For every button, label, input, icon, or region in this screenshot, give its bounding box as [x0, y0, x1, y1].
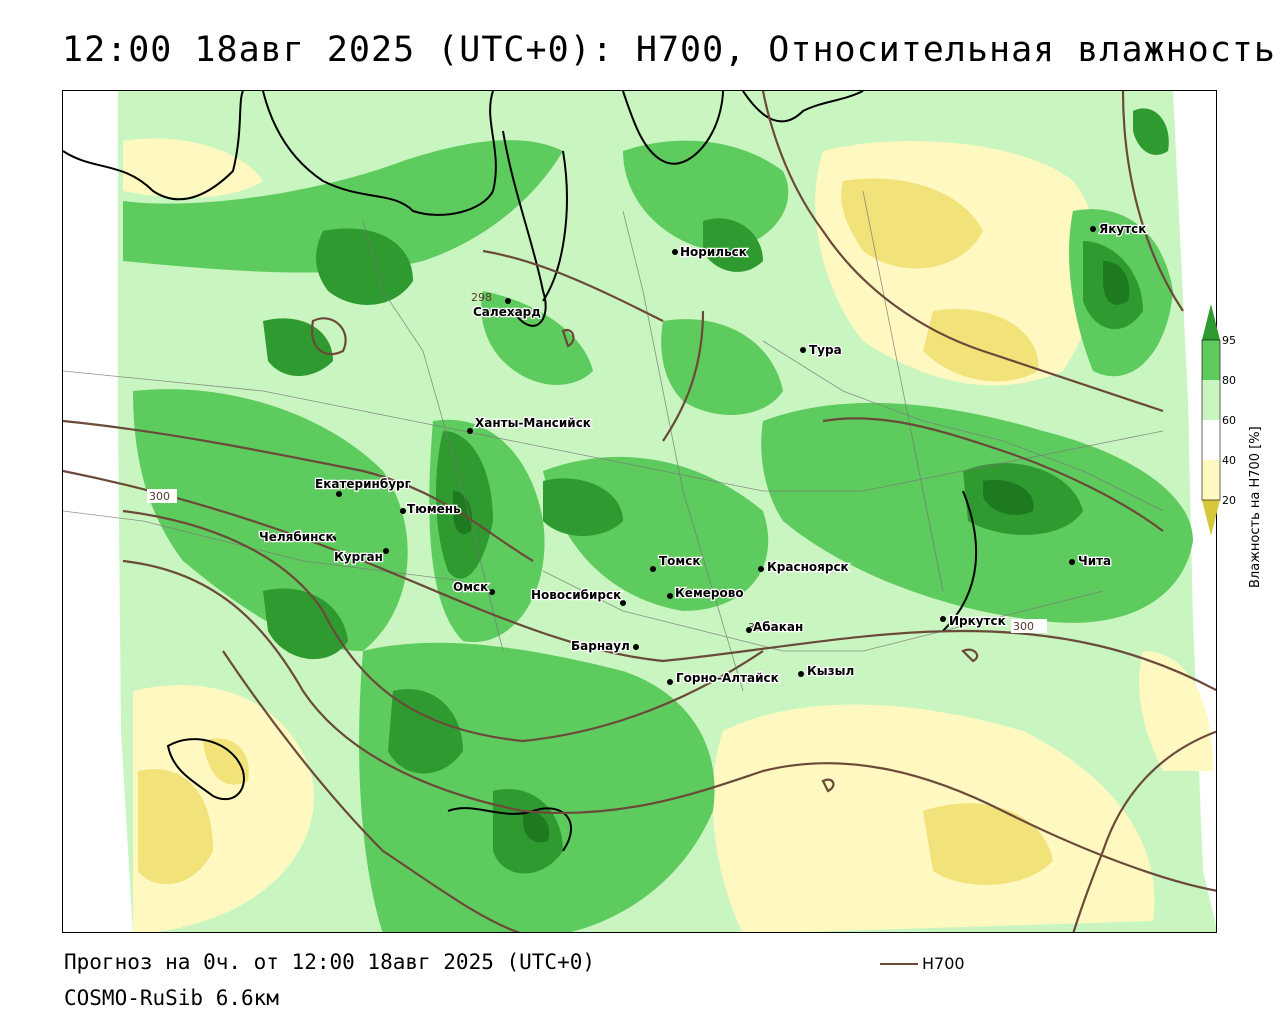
- contour-label: 300: [149, 490, 170, 503]
- colorbar-tick: 40: [1222, 454, 1236, 467]
- colorbar-band-40-60: [1202, 420, 1220, 460]
- h700-legend: H700: [880, 954, 965, 973]
- city-label: Тура: [809, 343, 842, 357]
- h700-legend-line: [880, 962, 918, 965]
- city-label: Абакан: [753, 620, 803, 634]
- humidity-map: 300 300 298 300 Норильск Якутск Салехард…: [63, 91, 1216, 932]
- city-novosibirsk: Новосибирск: [530, 587, 626, 606]
- colorbar-tick: 95: [1222, 334, 1236, 347]
- admin-borders: [63, 190, 1164, 692]
- city-krasnoyarsk: Красноярск: [758, 559, 850, 575]
- city-tyumen: Тюмень: [400, 501, 462, 517]
- city-label: Новосибирск: [531, 588, 621, 602]
- h700-legend-label: H700: [922, 954, 965, 973]
- city-label: Норильск: [680, 245, 747, 259]
- city-label: Красноярск: [767, 560, 849, 574]
- city-khanty-mansiysk: Ханты-Мансийск: [467, 415, 592, 434]
- colorbar-title-text: Влажность на H700 [%]: [1248, 426, 1263, 588]
- city-label: Кызыл: [807, 664, 854, 678]
- forecast-info: Прогноз на 0ч. от 12:00 18авг 2025 (UTC+…: [64, 950, 596, 974]
- wet-regions: [263, 108, 1169, 874]
- city-norilsk: Норильск: [672, 244, 748, 260]
- city-label: Иркутск: [949, 614, 1006, 628]
- city-kyzyl: Кызыл: [798, 663, 856, 679]
- colorbar-title: Влажность на H700 [%]: [1244, 352, 1274, 592]
- city-label: Ханты-Мансийск: [475, 416, 591, 430]
- city-label: Чита: [1078, 554, 1111, 568]
- city-tura: Тура: [800, 342, 843, 358]
- city-label: Барнаул: [571, 639, 630, 653]
- city-label: Тюмень: [407, 502, 461, 516]
- colorbar-band-60-80: [1202, 380, 1220, 420]
- city-label: Курган: [334, 550, 383, 564]
- saturated-regions: [453, 261, 1130, 843]
- city-label: Челябинск: [259, 530, 334, 544]
- map-title: 12:00 18авг 2025 (UTC+0): H700, Относите…: [62, 30, 1276, 70]
- contour-label-group: 300 300 298 300: [147, 291, 1047, 634]
- city-label: Омск: [453, 580, 488, 594]
- city-salekhard: Салехард: [472, 298, 543, 320]
- colorbar-band-20-40: [1202, 460, 1220, 500]
- city-label: Якутск: [1099, 222, 1146, 236]
- city-label: Кемерово: [675, 586, 744, 600]
- city-kurgan: Курган: [333, 548, 389, 565]
- city-chelyabinsk: Челябинск: [258, 529, 336, 545]
- model-name: COSMO-RuSib 6.6км: [64, 986, 279, 1010]
- city-label: Екатеринбург: [315, 477, 411, 491]
- city-gorno-altaysk: Горно-Алтайск: [667, 670, 780, 686]
- colorbar-tick: 60: [1222, 414, 1236, 427]
- colorbar-band-80-95: [1202, 340, 1220, 380]
- city-irkutsk: Иркутск: [940, 613, 1007, 629]
- coastlines: [63, 91, 978, 852]
- city-label: Салехард: [473, 305, 541, 319]
- city-yekaterinburg: Екатеринбург: [314, 476, 412, 497]
- city-kemerovo: Кемерово: [667, 585, 745, 601]
- map-area[interactable]: 300 300 298 300 Норильск Якутск Салехард…: [62, 90, 1217, 933]
- city-markers: Норильск Якутск Салехард Тура Ханты-Манс…: [258, 221, 1148, 687]
- city-label: Горно-Алтайск: [676, 671, 779, 685]
- colorbar-top-arrow: [1202, 304, 1220, 340]
- city-yakutsk: Якутск: [1090, 221, 1148, 237]
- contour-label: 300: [748, 621, 769, 634]
- h700-contours: [63, 91, 1216, 932]
- city-omsk: Омск: [452, 579, 495, 595]
- city-label: Томск: [659, 554, 701, 568]
- contour-label: 300: [1013, 620, 1034, 633]
- colorbar-tick: 20: [1222, 494, 1236, 507]
- colorbar-tick: 80: [1222, 374, 1236, 387]
- contour-label: 298: [471, 291, 492, 304]
- very-dry-regions: [138, 178, 1053, 885]
- city-chita: Чита: [1069, 553, 1112, 569]
- moist-regions: [123, 140, 1193, 932]
- humidity-colorbar: 95 80 60 40 20: [1200, 300, 1270, 600]
- colorbar-bottom-arrow: [1202, 500, 1220, 536]
- city-abakan: Абакан: [746, 619, 805, 635]
- colorbar-swatches: [1201, 304, 1221, 536]
- city-barnaul: Барнаул: [570, 638, 639, 654]
- city-tomsk: Томск: [650, 553, 702, 572]
